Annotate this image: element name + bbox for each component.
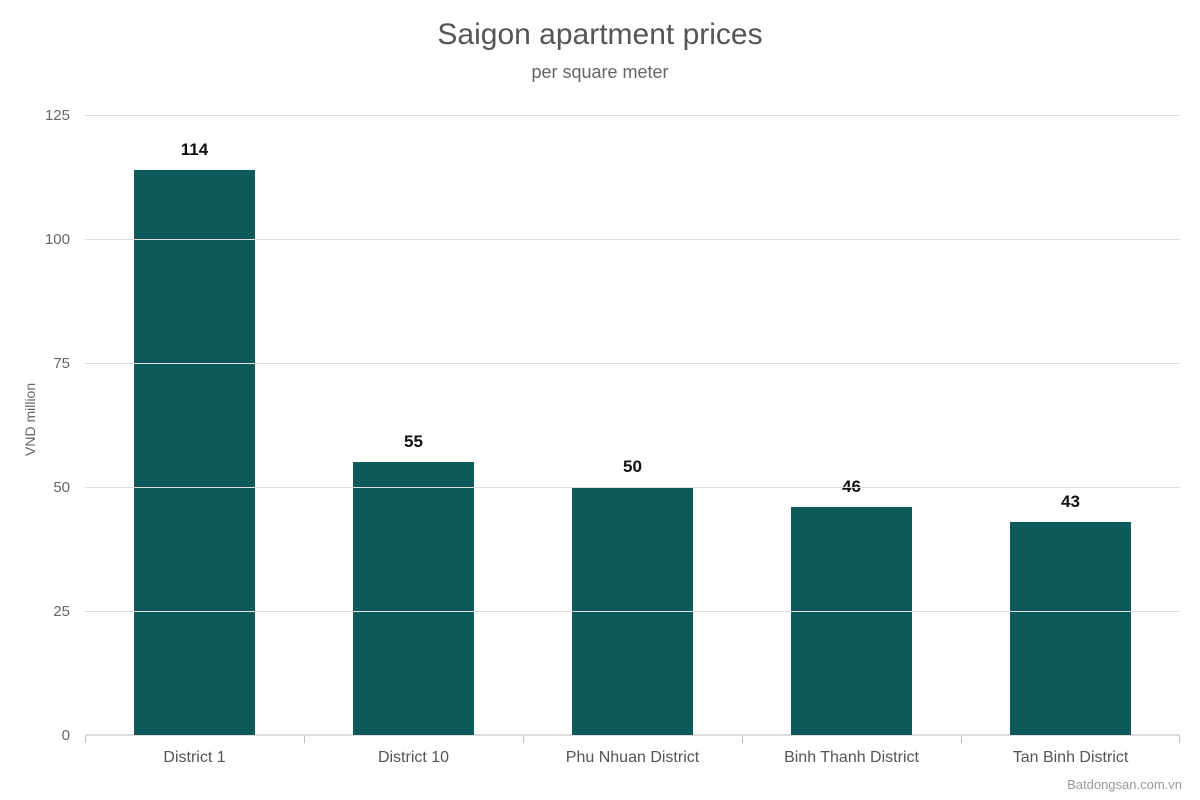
ytick-label: 50 bbox=[0, 479, 70, 496]
ytick-label: 125 bbox=[0, 107, 70, 124]
y-axis-label: VND million bbox=[22, 383, 38, 456]
category-divider bbox=[523, 735, 524, 743]
ytick-label: 100 bbox=[0, 231, 70, 248]
bar-slot: 46Binh Thanh District bbox=[742, 115, 961, 735]
bar-value-label: 114 bbox=[181, 140, 208, 160]
xtick-label: District 10 bbox=[378, 749, 449, 767]
gridline bbox=[85, 115, 1180, 116]
chart-subtitle: per square meter bbox=[0, 62, 1200, 83]
chart-source: Batdongsan.com.vn bbox=[1067, 777, 1182, 792]
ytick-label: 25 bbox=[0, 603, 70, 620]
chart-container: Saigon apartment prices per square meter… bbox=[0, 0, 1200, 800]
bar bbox=[1010, 522, 1130, 735]
bar-slot: 55District 10 bbox=[304, 115, 523, 735]
category-divider bbox=[1179, 735, 1180, 743]
bars-row: 114District 155District 1050Phu Nhuan Di… bbox=[85, 115, 1180, 735]
bar-value-label: 50 bbox=[623, 457, 642, 477]
bar bbox=[353, 462, 473, 735]
category-divider bbox=[961, 735, 962, 743]
category-divider bbox=[85, 735, 86, 743]
gridline bbox=[85, 735, 1180, 736]
category-divider bbox=[742, 735, 743, 743]
bar-slot: 50Phu Nhuan District bbox=[523, 115, 742, 735]
bar-value-label: 43 bbox=[1061, 492, 1080, 512]
xtick-label: District 1 bbox=[163, 749, 225, 767]
bar-value-label: 55 bbox=[404, 432, 423, 452]
xtick-label: Phu Nhuan District bbox=[566, 749, 699, 767]
xtick-label: Tan Binh District bbox=[1013, 749, 1129, 767]
gridline bbox=[85, 611, 1180, 612]
gridline bbox=[85, 239, 1180, 240]
category-divider bbox=[304, 735, 305, 743]
bar-slot: 114District 1 bbox=[85, 115, 304, 735]
ytick-label: 0 bbox=[0, 727, 70, 744]
chart-title: Saigon apartment prices bbox=[0, 18, 1200, 52]
xtick-label: Binh Thanh District bbox=[784, 749, 919, 767]
gridline bbox=[85, 363, 1180, 364]
bar-slot: 43Tan Binh District bbox=[961, 115, 1180, 735]
plot-area: 114District 155District 1050Phu Nhuan Di… bbox=[85, 115, 1180, 735]
bar bbox=[134, 170, 254, 735]
gridline bbox=[85, 487, 1180, 488]
ytick-label: 75 bbox=[0, 355, 70, 372]
bar bbox=[791, 507, 911, 735]
